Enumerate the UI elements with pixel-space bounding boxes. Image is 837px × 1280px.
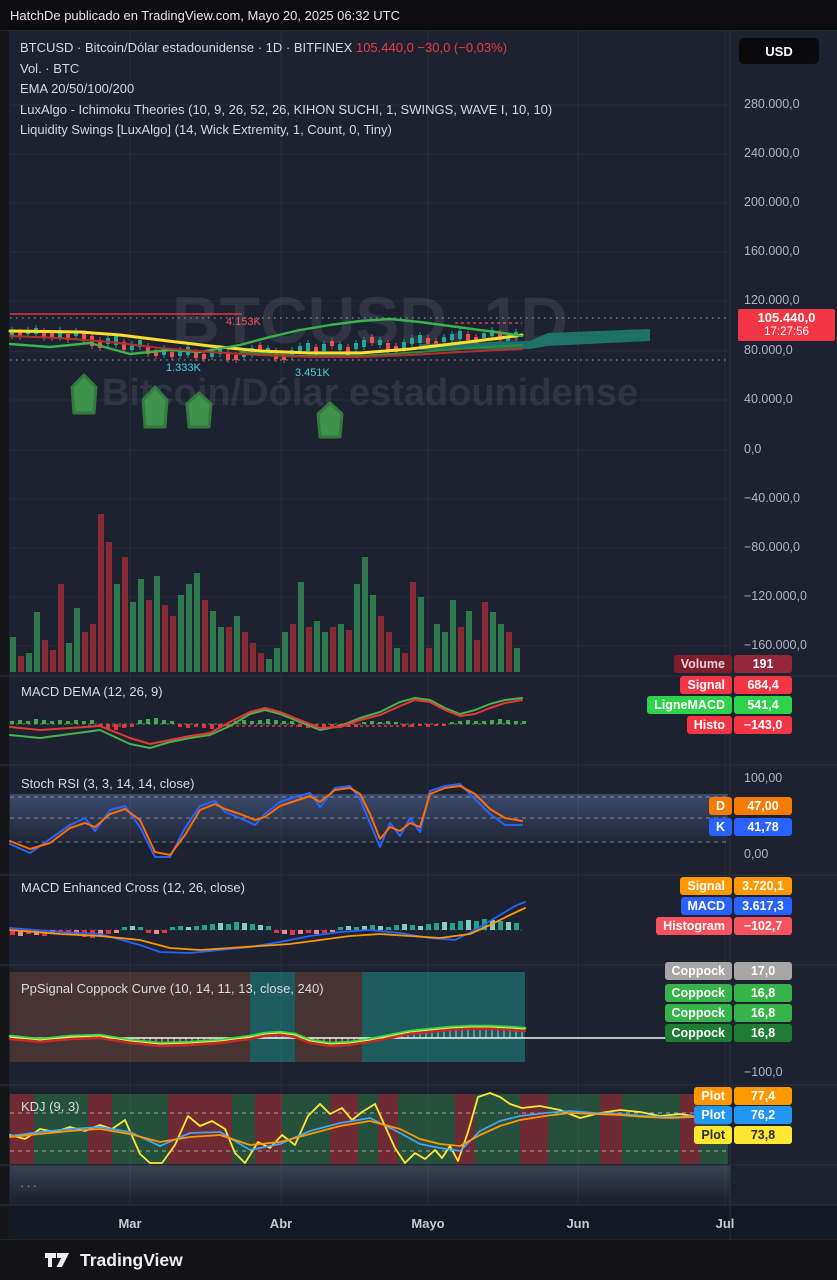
pane-title[interactable]: Stoch RSI (3, 3, 14, 14, close) — [21, 776, 195, 791]
indicator-name-chip: Plot — [694, 1106, 732, 1124]
legend-liquidity-row[interactable]: Liquidity Swings [LuxAlgo] (14, Wick Ext… — [20, 122, 392, 138]
indicator-name-chip: Coppock — [664, 1004, 732, 1022]
indicator-value-row: Histogram −102,7 — [656, 917, 792, 935]
indicator-value-chip: 541,4 — [734, 696, 792, 714]
main-legend: BTCUSD · Bitcoin/Dólar estadounidense · … — [20, 38, 552, 141]
indicator-value-chip: 3.720,1 — [734, 877, 792, 895]
pane-title[interactable]: MACD DEMA (12, 26, 9) — [21, 684, 163, 699]
indicator-value-row: Plot 73,8 — [694, 1126, 792, 1144]
collapsed-pane-background — [10, 1165, 731, 1205]
indicator-name-chip: Signal — [680, 676, 732, 694]
indicator-name-chip: Coppock — [664, 1024, 732, 1042]
indicator-value-row: K 41,78 — [708, 818, 792, 836]
indicator-value-chip: 47,00 — [734, 797, 792, 815]
pane-title[interactable]: PpSignal Coppock Curve (10, 14, 11, 13, … — [21, 981, 324, 996]
pane-title[interactable]: KDJ (9, 3) — [21, 1099, 80, 1114]
indicator-value-chip: 76,2 — [734, 1106, 792, 1124]
price-axis-label[interactable]: 80.000,0 — [744, 343, 793, 357]
last-price-time: 17:27:56 — [764, 326, 809, 338]
indicator-value-row: Signal 3.720,1 — [680, 877, 792, 895]
price-axis-label[interactable]: −40.000,0 — [744, 491, 800, 505]
indicator-value-chip: 16,8 — [734, 984, 792, 1002]
indicator-value-row: Histo −143,0 — [686, 716, 792, 734]
indicator-axis-label[interactable]: 100,00 — [744, 771, 783, 785]
legend-symbol-text[interactable]: BTCUSD · Bitcoin/Dólar estadounidense · … — [20, 40, 353, 55]
indicator-value-row: Plot 77,4 — [694, 1087, 792, 1105]
legend-ema-row[interactable]: EMA 20/50/100/200 — [20, 81, 135, 97]
price-axis-label[interactable]: −80.000,0 — [744, 540, 800, 554]
liquidity-swing-label: 4.153K — [226, 316, 261, 328]
indicator-value-row: D 47,00 — [708, 797, 792, 815]
last-price-label: 105.440,0 17:27:56 — [738, 309, 835, 341]
indicator-value-row: MACD 3.617,3 — [680, 897, 792, 915]
indicator-name-chip: D — [708, 797, 732, 815]
indicator-value-chip: 41,78 — [734, 818, 792, 836]
indicator-value-chip: 191 — [734, 655, 792, 673]
liquidity-swing-label: 3.451K — [295, 367, 330, 379]
time-axis-label: Jun — [566, 1216, 590, 1231]
time-axis-label: Mar — [118, 1216, 142, 1231]
time-axis-label: Jul — [715, 1216, 735, 1231]
currency-toggle-button[interactable]: USD — [739, 38, 819, 64]
indicator-name-chip: Signal — [680, 877, 732, 895]
price-axis-label[interactable]: 200.000,0 — [744, 195, 800, 209]
liquidity-swing-label: 1.333K — [166, 362, 201, 374]
indicator-name-chip: Histo — [686, 716, 732, 734]
indicator-name-chip: LigneMACD — [647, 696, 732, 714]
price-axis-label[interactable]: 160.000,0 — [744, 244, 800, 258]
indicator-value-chip: 73,8 — [734, 1126, 792, 1144]
indicator-value-chip: −143,0 — [734, 716, 792, 734]
indicator-value-row: Plot 76,2 — [694, 1106, 792, 1124]
indicator-value-row: Signal 684,4 — [680, 676, 792, 694]
indicator-axis-label[interactable]: −100,0 — [744, 1065, 783, 1079]
legend-quote: 105.440,0 −30,0 (−0,03%) — [355, 40, 508, 55]
indicator-value-row: Coppock 16,8 — [664, 1004, 792, 1022]
price-axis-label[interactable]: −120.000,0 — [744, 589, 807, 603]
indicator-name-chip: Histogram — [656, 917, 732, 935]
indicator-name-chip: K — [708, 818, 732, 836]
legend-volume-row[interactable]: Vol. · BTC — [20, 60, 80, 76]
indicator-name-chip: MACD — [680, 897, 732, 915]
indicator-axis-label[interactable]: 0,00 — [744, 847, 769, 861]
tradingview-logo-icon[interactable] — [44, 1250, 71, 1270]
indicator-name-chip: Plot — [694, 1087, 732, 1105]
price-axis-label[interactable]: 120.000,0 — [744, 293, 800, 307]
indicator-name-chip: Volume — [673, 655, 732, 673]
price-axis-label[interactable]: −160.000,0 — [744, 638, 807, 652]
price-axis-label[interactable]: 240.000,0 — [744, 146, 800, 160]
last-price-value: 105.440,0 — [757, 310, 816, 325]
indicator-value-chip: 16,8 — [734, 1024, 792, 1042]
legend-symbol-row[interactable]: BTCUSD · Bitcoin/Dólar estadounidense · … — [20, 38, 552, 59]
legend-ichimoku-row[interactable]: LuxAlgo - Ichimoku Theories (10, 9, 26, … — [20, 101, 553, 117]
indicator-value-row: Coppock 16,8 — [664, 984, 792, 1002]
indicator-value-row: Volume 191 — [673, 655, 792, 673]
indicator-value-chip: 77,4 — [734, 1087, 792, 1105]
indicator-name-chip: Coppock — [664, 984, 732, 1002]
price-axis-label[interactable]: 0,0 — [744, 442, 762, 456]
attribution-bar: HatchDe publicado en TradingView.com, Ma… — [0, 0, 837, 30]
attribution-text: HatchDe publicado en TradingView.com, Ma… — [10, 7, 400, 23]
indicator-value-row: LigneMACD 541,4 — [647, 696, 792, 714]
indicator-value-row: Coppock 17,0 — [664, 962, 792, 980]
time-axis-label: Abr — [269, 1216, 293, 1231]
indicator-value-chip: 17,0 — [734, 962, 792, 980]
indicator-value-chip: 684,4 — [734, 676, 792, 694]
collapsed-indicator-more-button[interactable]: ··· — [20, 1178, 39, 1193]
indicator-value-row: Coppock 16,8 — [664, 1024, 792, 1042]
price-axis-label[interactable]: 40.000,0 — [744, 392, 793, 406]
indicator-value-chip: −102,7 — [734, 917, 792, 935]
pane-title[interactable]: MACD Enhanced Cross (12, 26, close) — [21, 880, 245, 895]
price-axis-label[interactable]: 280.000,0 — [744, 97, 800, 111]
indicator-name-chip: Plot — [694, 1126, 732, 1144]
footer-bar: TradingView — [0, 1240, 837, 1280]
time-axis-label: Mayo — [411, 1216, 445, 1231]
indicator-value-chip: 3.617,3 — [734, 897, 792, 915]
footer-brand-text[interactable]: TradingView — [80, 1249, 183, 1270]
indicator-name-chip: Coppock — [664, 962, 732, 980]
time-axis-background[interactable] — [9, 1205, 837, 1240]
indicator-value-chip: 16,8 — [734, 1004, 792, 1022]
